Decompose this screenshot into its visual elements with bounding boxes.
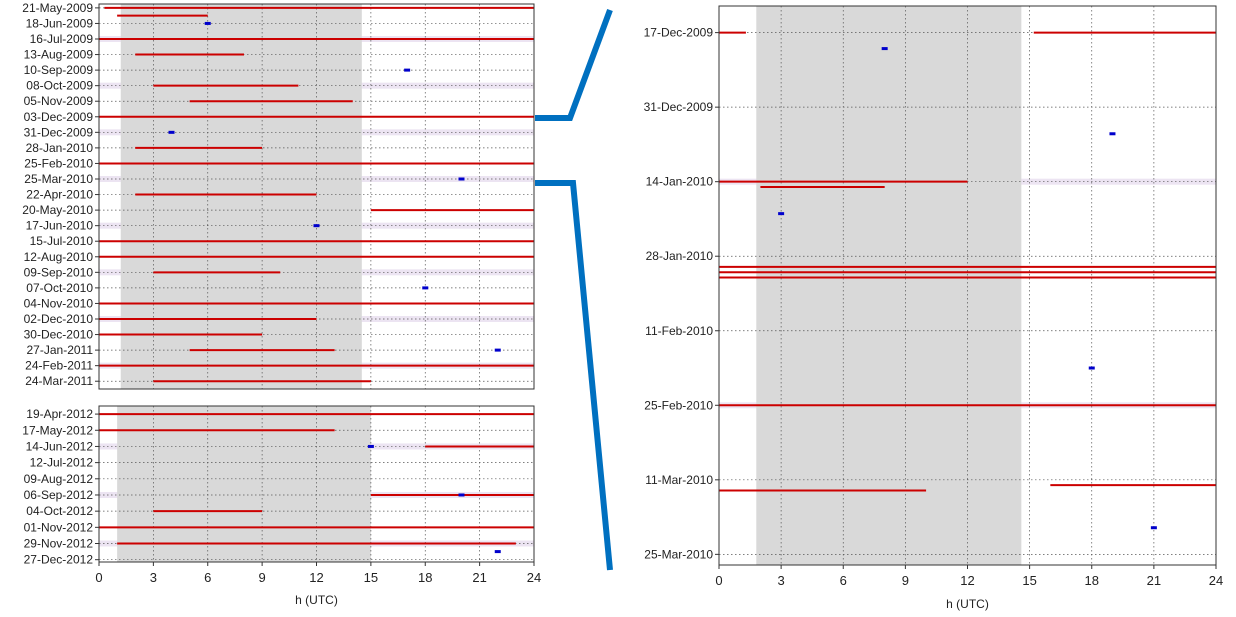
x-tick-label: 3 xyxy=(150,570,157,585)
y-tick-label: 25-Mar-2010 xyxy=(644,547,713,561)
y-tick-label: 18-Jun-2009 xyxy=(26,16,94,30)
y-tick-label: 27-Jan-2011 xyxy=(27,343,94,357)
detection-point xyxy=(404,68,411,72)
x-tick-label: 24 xyxy=(1209,573,1223,588)
x-tick-label: 0 xyxy=(95,570,102,585)
detection-point xyxy=(367,444,374,448)
x-tick-label: 0 xyxy=(715,573,722,588)
zoom-connector-top xyxy=(535,8,613,121)
detection-point xyxy=(422,286,429,290)
zoom-connector-bottom xyxy=(535,180,613,571)
x-tick-label: 24 xyxy=(527,570,541,585)
connector-brackets xyxy=(535,8,613,571)
y-tick-label: 19-Apr-2012 xyxy=(26,407,93,421)
y-tick-label: 02-Dec-2010 xyxy=(24,312,94,326)
x-tick-label: 18 xyxy=(418,570,432,585)
y-tick-label: 07-Oct-2010 xyxy=(26,281,93,295)
y-tick-label: 21-May-2009 xyxy=(22,1,93,15)
y-tick-label: 17-Jun-2010 xyxy=(26,219,94,233)
y-tick-label: 16-Jul-2009 xyxy=(30,32,94,46)
y-tick-label: 28-Jan-2010 xyxy=(26,141,94,155)
x-axis-label: h (UTC) xyxy=(946,597,989,611)
y-tick-label: 25-Feb-2010 xyxy=(644,398,713,412)
x-tick-label: 15 xyxy=(1022,573,1036,588)
x-tick-label: 15 xyxy=(364,570,378,585)
y-tick-label: 12-Jul-2012 xyxy=(30,456,94,470)
y-tick-label: 08-Oct-2009 xyxy=(26,79,93,93)
y-tick-label: 31-Dec-2009 xyxy=(24,125,94,139)
y-tick-label: 14-Jan-2010 xyxy=(646,175,714,189)
y-tick-label: 13-Aug-2009 xyxy=(24,48,94,62)
chart-panel-left-bottom: 19-Apr-2012 17-May-2012 14-Jun-2012 12-Jul-… xyxy=(22,405,541,607)
y-tick-label: 14-Jun-2012 xyxy=(26,439,94,453)
y-tick-label: 17-May-2012 xyxy=(22,423,93,437)
y-tick-label: 04-Oct-2012 xyxy=(26,504,93,518)
y-tick-label: 11-Feb-2010 xyxy=(645,324,713,338)
y-tick-label: 04-Nov-2010 xyxy=(24,296,94,310)
y-tick-label: 24-Feb-2011 xyxy=(25,359,93,373)
y-tick-label: 01-Nov-2012 xyxy=(24,520,94,534)
y-tick-label: 22-Apr-2010 xyxy=(26,188,93,202)
y-tick-label: 11-Mar-2010 xyxy=(645,473,713,487)
daylight-band xyxy=(117,406,371,562)
x-tick-label: 6 xyxy=(840,573,847,588)
y-tick-label: 09-Aug-2012 xyxy=(24,472,94,486)
x-tick-label: 12 xyxy=(309,570,323,585)
detection-point xyxy=(458,177,465,181)
axes-frame xyxy=(98,3,535,390)
y-tick-label: 25-Feb-2010 xyxy=(24,156,93,170)
y-tick-label: 17-Dec-2009 xyxy=(644,26,714,40)
detection-point xyxy=(204,21,211,25)
daylight-band xyxy=(120,4,362,389)
x-axis-label: h (UTC) xyxy=(295,593,338,607)
x-tick-label: 9 xyxy=(259,570,266,585)
y-tick-label: 12-Aug-2010 xyxy=(24,250,94,264)
y-tick-label: 09-Sep-2010 xyxy=(24,265,94,279)
detection-point xyxy=(1109,132,1116,136)
x-tick-label: 18 xyxy=(1085,573,1099,588)
y-tick-label: 15-Jul-2010 xyxy=(30,234,94,248)
y-tick-label: 29-Nov-2012 xyxy=(24,537,94,551)
y-tick-label: 31-Dec-2009 xyxy=(644,100,714,114)
detection-point xyxy=(458,493,465,497)
y-tick-label: 24-Mar-2011 xyxy=(25,374,93,388)
daylight-band xyxy=(756,6,1022,565)
detection-point xyxy=(494,348,501,352)
chart-panel-right-zoom: 17-Dec-2009 31-Dec-2009 14-Jan-2010 28-Jan-… xyxy=(644,5,1223,611)
x-tick-label: 12 xyxy=(960,573,974,588)
y-tick-label: 03-Dec-2009 xyxy=(24,110,94,124)
detection-point xyxy=(1150,526,1157,530)
y-tick-label: 27-Dec-2012 xyxy=(24,553,94,567)
x-tick-label: 21 xyxy=(472,570,486,585)
x-tick-label: 21 xyxy=(1147,573,1161,588)
y-tick-label: 25-Mar-2010 xyxy=(24,172,93,186)
y-tick-label: 28-Jan-2010 xyxy=(646,249,714,263)
x-tick-label: 3 xyxy=(778,573,785,588)
detection-point xyxy=(494,550,501,554)
detection-point xyxy=(881,47,888,51)
y-tick-label: 05-Nov-2009 xyxy=(24,94,94,108)
y-tick-label: 30-Dec-2010 xyxy=(24,328,94,342)
y-tick-label: 06-Sep-2012 xyxy=(24,488,94,502)
x-tick-label: 6 xyxy=(204,570,211,585)
x-tick-label: 9 xyxy=(902,573,909,588)
y-tick-label: 10-Sep-2009 xyxy=(24,63,94,77)
y-tick-label: 20-May-2010 xyxy=(22,203,93,217)
detection-point xyxy=(1088,366,1095,370)
detection-point xyxy=(778,212,785,216)
detection-point xyxy=(168,130,175,134)
detection-point xyxy=(313,224,320,228)
